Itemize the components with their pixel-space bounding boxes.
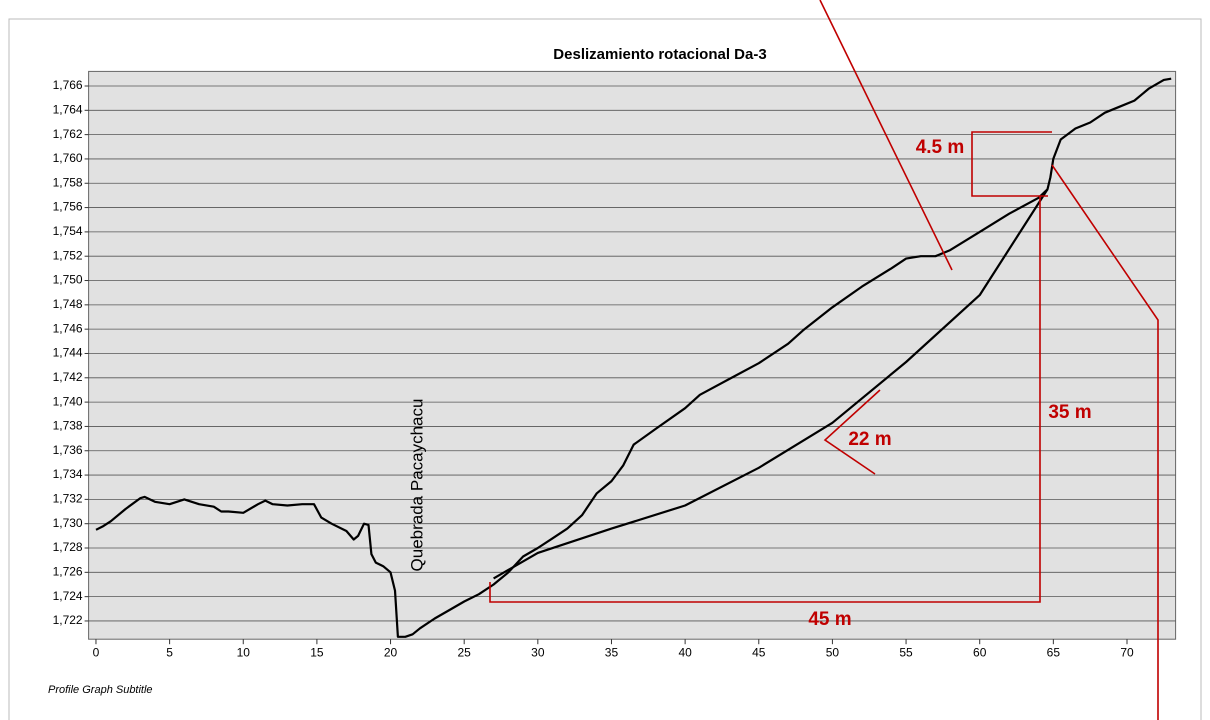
annotation-line	[1051, 164, 1159, 720]
x-tick-label: 15	[310, 645, 324, 659]
annotation-line	[971, 131, 1052, 197]
annotation-line	[489, 196, 1041, 603]
y-tick-label: 1,730	[53, 516, 83, 530]
x-tick-label: 40	[678, 645, 692, 659]
plot-area	[88, 70, 1177, 640]
x-tick-label: 0	[93, 645, 100, 659]
y-tick-label: 1,764	[53, 102, 83, 116]
x-tick-label: 20	[384, 645, 398, 659]
red-annotations	[489, 0, 1159, 720]
x-tick-label: 10	[237, 645, 251, 659]
y-tick-label: 1,726	[53, 565, 83, 579]
y-tick-label: 1,762	[53, 127, 83, 141]
annotation: 35 m	[1048, 402, 1091, 423]
chart-title: Deslizamiento rotacional Da-3	[553, 46, 766, 63]
x-tick-label: 35	[605, 645, 619, 659]
lines	[95, 77, 1172, 638]
y-tick-label: 1,754	[53, 224, 83, 238]
y-tick-label: 1,738	[53, 419, 83, 433]
y-tick-label: 1,746	[53, 321, 83, 335]
x-tick-label: 50	[826, 645, 840, 659]
y-tick-label: 1,756	[53, 200, 83, 214]
annotation: 22 m	[848, 429, 891, 450]
y-tick-label: 1,736	[53, 443, 83, 457]
annotation: 4.5 m	[916, 137, 965, 158]
y-tick-label: 1,748	[53, 297, 83, 311]
annotation-arrow	[823, 389, 881, 475]
x-tick-label: 5	[166, 645, 173, 659]
x-tick-label: 65	[1047, 645, 1061, 659]
annotation-line	[819, 0, 953, 271]
y-tick-label: 1,724	[53, 589, 83, 603]
annotation: Quebrada Pacaychacu	[407, 399, 426, 572]
subtitle: Profile Graph Subtitle	[48, 684, 153, 696]
profile-line	[95, 77, 1172, 638]
y-tick-label: 1,752	[53, 248, 83, 262]
x-tick-label: 70	[1120, 645, 1134, 659]
y-tick-label: 1,732	[53, 492, 83, 506]
annotation: 45 m	[808, 609, 851, 630]
x-tick-label: 60	[973, 645, 987, 659]
y-tick-label: 1,758	[53, 175, 83, 189]
y-tick-label: 1,734	[53, 467, 83, 481]
y-tick-label: 1,740	[53, 394, 83, 408]
x-tick-label: 55	[899, 645, 913, 659]
x-tick-label: 25	[458, 645, 472, 659]
y-tick-label: 1,728	[53, 540, 83, 554]
y-tick-label: 1,766	[53, 78, 83, 92]
profile-line	[493, 188, 1049, 580]
y-tick-label: 1,722	[53, 613, 83, 627]
y-tick-label: 1,760	[53, 151, 83, 165]
y-tick-label: 1,742	[53, 370, 83, 384]
x-tick-label: 45	[752, 645, 766, 659]
y-tick-label: 1,750	[53, 273, 83, 287]
grid	[84, 85, 1176, 645]
x-tick-label: 30	[531, 645, 545, 659]
y-tick-label: 1,744	[53, 346, 83, 360]
